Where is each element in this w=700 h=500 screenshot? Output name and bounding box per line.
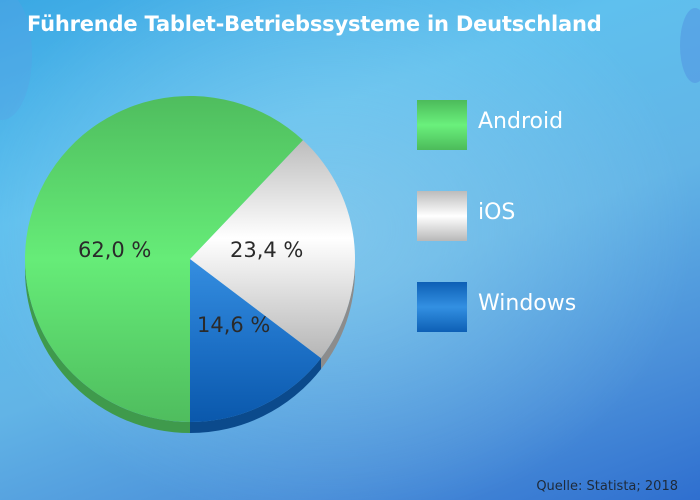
- pie-3d-depth: [25, 259, 355, 433]
- slice-label-windows: 14,6 %: [197, 313, 271, 337]
- chart-title: Führende Tablet-Betriebssysteme in Deuts…: [27, 12, 602, 36]
- decorative-blob-right: [680, 8, 700, 83]
- windows-swatch-icon: [417, 282, 467, 332]
- legend-item-android[interactable]: Android: [417, 100, 637, 150]
- android-swatch-icon: [417, 100, 467, 150]
- legend-label-ios: iOS: [478, 200, 516, 225]
- slice-android[interactable]: [25, 95, 303, 422]
- slice-windows[interactable]: [190, 259, 322, 422]
- legend-label-android: Android: [478, 109, 564, 134]
- slice-label-android: 62,0 %: [78, 238, 152, 262]
- legend-label-windows: Windows: [478, 291, 577, 316]
- pie-slices: [25, 95, 356, 422]
- slice-label-ios: 23,4 %: [230, 238, 304, 262]
- legend-item-ios[interactable]: iOS: [417, 191, 637, 241]
- legend-item-windows[interactable]: Windows: [417, 282, 637, 332]
- slice-ios[interactable]: [190, 140, 356, 359]
- depth-windows: [190, 358, 322, 433]
- depth-ios: [321, 259, 355, 370]
- source-note: Quelle: Statista; 2018: [536, 479, 678, 494]
- ios-swatch-icon: [417, 191, 467, 241]
